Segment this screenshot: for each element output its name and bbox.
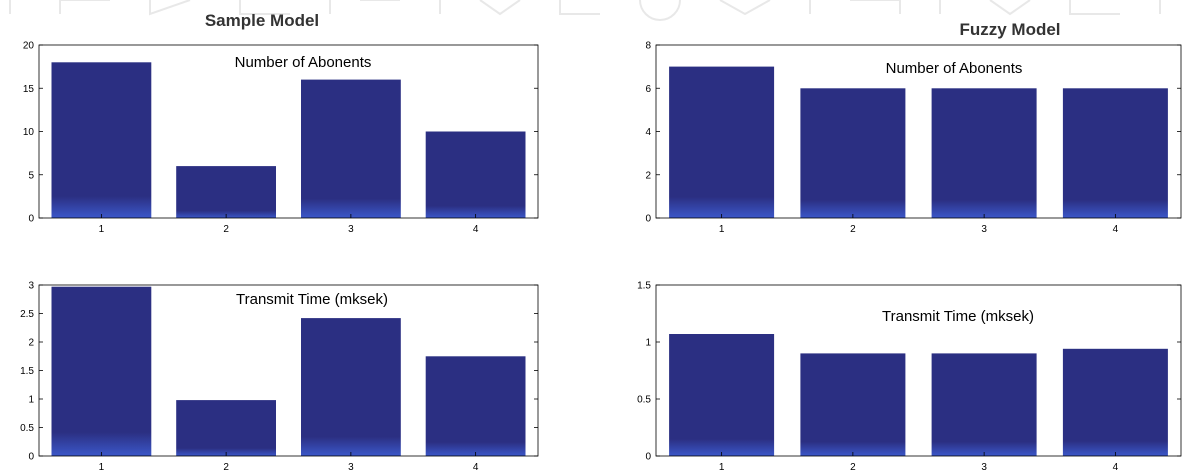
bar-4	[1062, 88, 1168, 219]
x-tick-label: 1	[99, 224, 105, 235]
x-tick-label: 2	[223, 224, 229, 235]
y-tick-label: 8	[645, 41, 651, 52]
x-tick-label: 1	[719, 224, 725, 235]
y-tick-label: 1	[28, 395, 34, 406]
bar-2	[800, 88, 906, 219]
y-tick-label: 1.5	[637, 281, 651, 292]
x-tick-label: 3	[981, 462, 987, 472]
bar-3	[931, 88, 1037, 219]
y-tick-label: 2	[28, 338, 34, 349]
chart-annotation: Transmit Time (mksek)	[236, 291, 388, 308]
bar-1	[51, 62, 152, 218]
y-tick-label: 1	[645, 338, 651, 349]
y-tick-label: 2.5	[20, 309, 34, 320]
x-tick-label: 2	[223, 462, 229, 472]
y-tick-label: 5	[28, 170, 34, 181]
bar-1	[51, 286, 152, 456]
x-tick-label: 4	[473, 224, 479, 235]
y-tick-label: 4	[645, 127, 651, 138]
chart-annotation: Transmit Time (mksek)	[882, 308, 1034, 325]
bar-4	[425, 131, 526, 218]
y-tick-label: 0.5	[20, 423, 34, 434]
bar-4	[425, 356, 526, 457]
y-tick-label: 15	[23, 84, 35, 95]
y-tick-label: 0	[645, 452, 651, 463]
chart-bottom-right: 0 0.5 1 1.5 1 2 3 4 Transmit Time (mksek)	[637, 281, 1182, 472]
x-tick-label: 2	[850, 462, 856, 472]
chart-top-left: 0 5 10 15 20 1 2 3 4 Number of Abonents	[23, 41, 539, 235]
x-tick-label: 4	[473, 462, 479, 472]
bar-1	[669, 334, 775, 456]
bar-3	[301, 318, 401, 456]
x-tick-label: 1	[99, 462, 105, 472]
bar-1	[669, 66, 775, 218]
y-tick-label: 0	[645, 214, 651, 225]
bar-2	[176, 400, 276, 456]
axes-frame	[655, 284, 1182, 457]
chart-annotation: Number of Abonents	[235, 54, 372, 71]
y-tick-label: 0	[28, 452, 34, 463]
watermark-decoration	[9, 0, 1161, 21]
y-tick-label: 1.5	[20, 366, 34, 377]
y-tick-label: 0	[28, 214, 34, 225]
x-tick-label: 3	[981, 224, 987, 235]
chart-bottom-left: 0 0.5 1 1.5 2 2.5 3 1 2 3 4 Transmit Time (mksek)	[20, 281, 539, 472]
x-tick-label: 4	[1113, 224, 1119, 235]
bar-3	[931, 353, 1037, 456]
bar-3	[301, 79, 401, 218]
bar-4	[1062, 348, 1168, 456]
left-panel-title: Sample Model	[205, 11, 319, 30]
bar-2	[800, 353, 906, 456]
y-tick-label: 2	[645, 170, 651, 181]
x-tick-label: 3	[348, 224, 354, 235]
y-tick-label: 0.5	[637, 395, 651, 406]
y-tick-label: 6	[645, 84, 651, 95]
x-tick-label: 1	[719, 462, 725, 472]
y-tick-label: 3	[28, 281, 34, 292]
y-tick-label: 10	[23, 127, 35, 138]
bar-2	[176, 166, 276, 218]
x-tick-label: 4	[1113, 462, 1119, 472]
chart-annotation: Number of Abonents	[886, 60, 1023, 77]
right-panel-title: Fuzzy Model	[959, 20, 1060, 39]
x-tick-label: 2	[850, 224, 856, 235]
chart-top-right: 0 2 4 6 8 1 2 3 4 Number of Abonents	[645, 41, 1182, 235]
y-tick-label: 20	[23, 41, 35, 52]
x-tick-label: 3	[348, 462, 354, 472]
